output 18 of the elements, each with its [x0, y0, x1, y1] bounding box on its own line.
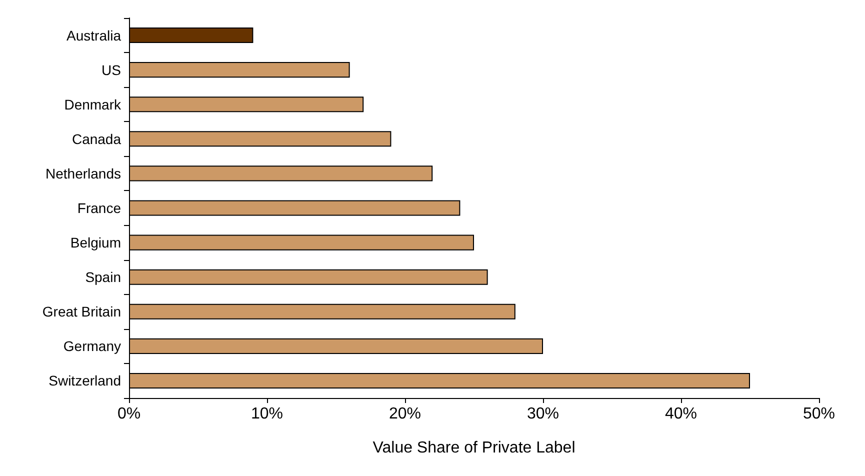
y-tick-label: Germany [63, 338, 121, 354]
y-tick-label: Canada [72, 130, 122, 147]
x-tick-label: 40% [664, 406, 698, 422]
x-tick-label: 30% [526, 406, 560, 422]
x-tick-label: 10% [250, 406, 284, 422]
y-tick-label: Netherlands [46, 165, 121, 182]
y-tick-label: Belgium [70, 234, 121, 251]
x-axis-title: Value Share of Private Label [372, 440, 576, 456]
y-tick-label: France [77, 200, 122, 216]
y-tick-label: Spain [85, 269, 121, 286]
y-tick-label: Great Britain [42, 304, 121, 320]
x-tick-label: 0% [117, 406, 141, 422]
x-tick-label: 20% [388, 406, 422, 422]
y-tick-label: Australia [66, 27, 122, 44]
x-tick-label: 50% [802, 406, 836, 422]
y-tick-label: Switzerland [48, 372, 121, 389]
y-tick-label: Denmark [64, 96, 122, 112]
y-tick-label: US [102, 62, 121, 78]
